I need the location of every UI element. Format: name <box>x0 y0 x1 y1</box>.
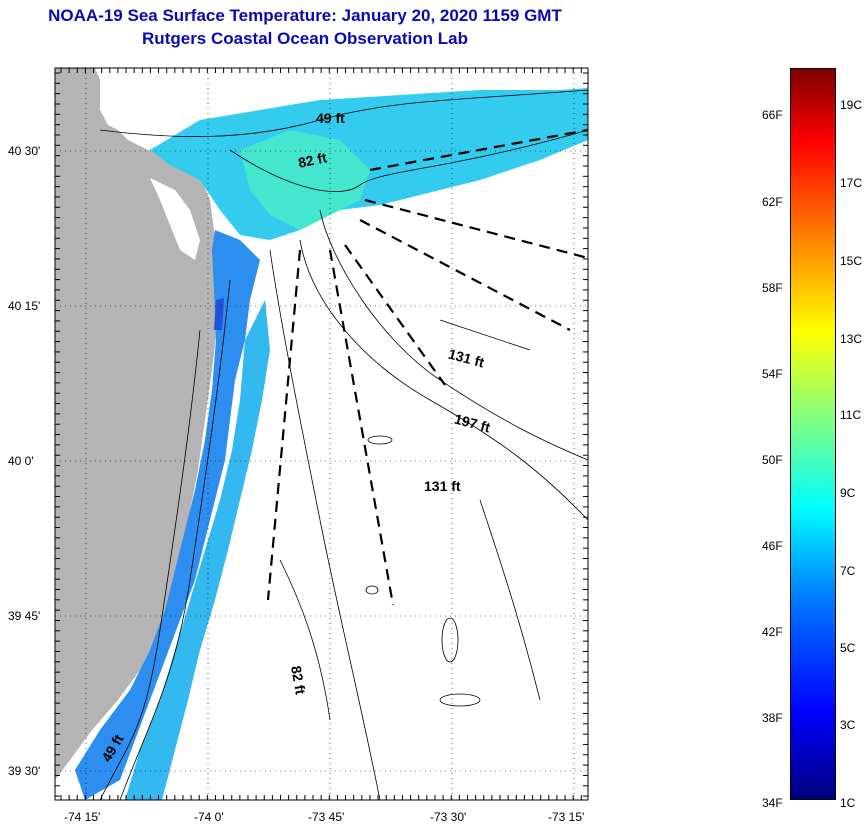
graticule <box>55 68 588 800</box>
lat-label: 39 45' <box>8 609 41 623</box>
bay <box>150 178 200 260</box>
colorbar-c-label: 3C <box>840 718 856 732</box>
lat-label: 39 30' <box>8 764 41 778</box>
colorbar-f-label: 54F <box>762 367 783 381</box>
colorbar-c-label: 9C <box>840 486 856 500</box>
depth-label: 49 ft <box>316 110 345 126</box>
colorbar-c-label: 17C <box>840 176 863 190</box>
colorbar-c-label: 11C <box>840 408 862 422</box>
lat-label: 40 15' <box>8 299 41 313</box>
transect-lines <box>266 128 589 606</box>
lon-label: -73 15' <box>548 810 585 824</box>
axis-ticks <box>55 68 588 800</box>
colorbar-c-label: 5C <box>840 641 856 655</box>
colorbar-c-label: 1C <box>840 796 856 810</box>
colorbar-f-label: 58F <box>762 281 783 295</box>
lat-label: 40 30' <box>8 144 41 158</box>
sst-field <box>75 88 588 800</box>
colorbar-f-label: 66F <box>762 108 783 122</box>
lon-label: -73 45' <box>308 810 345 824</box>
lon-label: -74 15' <box>64 810 101 824</box>
lon-label: -73 30' <box>430 810 467 824</box>
lon-label: -74 0' <box>194 810 224 824</box>
colorbar-c-label: 19C <box>840 98 863 112</box>
depth-label: 131 ft <box>424 478 461 494</box>
colorbar-f-label: 38F <box>762 711 783 725</box>
lat-label: 40 0' <box>8 454 34 468</box>
colorbar-f-label: 34F <box>762 796 783 810</box>
title-line-1: NOAA-19 Sea Surface Temperature: January… <box>48 6 562 25</box>
colorbar-f-label: 42F <box>762 625 783 639</box>
temperature-colorbar <box>790 68 836 800</box>
title-line-2: Rutgers Coastal Ocean Observation Lab <box>142 29 468 48</box>
colorbar-f-label: 62F <box>762 195 783 209</box>
bathymetry-contours <box>99 89 589 801</box>
colorbar-c-label: 15C <box>840 254 863 268</box>
colorbar-f-label: 50F <box>762 453 783 467</box>
colorbar-f-label: 46F <box>762 539 783 553</box>
colorbar-c-label: 13C <box>840 332 863 346</box>
colorbar-c-label: 7C <box>840 564 856 578</box>
